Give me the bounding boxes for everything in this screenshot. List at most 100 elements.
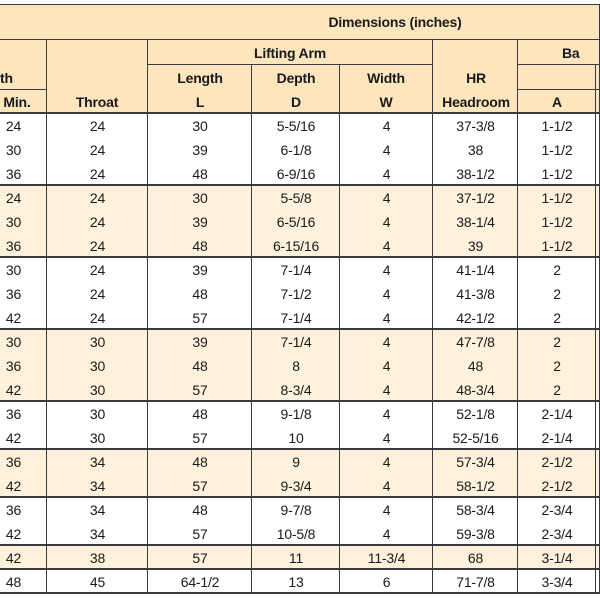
cell-text: 36	[5, 454, 22, 470]
cell-text: 48-3/4	[456, 382, 495, 398]
cell-text: 4	[382, 142, 391, 158]
table-cell	[148, 234, 252, 258]
table-cell	[0, 402, 47, 426]
cell-text: 57	[192, 478, 208, 494]
table-cell	[518, 402, 596, 426]
cell-text: 48	[192, 454, 208, 470]
table-cell	[47, 138, 148, 162]
cell-text: 37-3/8	[456, 118, 495, 134]
table-cell	[433, 426, 518, 450]
table-cell	[148, 258, 252, 282]
cell-text: 34	[89, 502, 106, 518]
table-cell	[148, 522, 252, 546]
table-cell	[433, 450, 518, 474]
table-cell	[148, 210, 252, 234]
cell-text: 2	[553, 358, 561, 374]
header-label: A	[552, 94, 562, 110]
table-cell	[518, 474, 596, 498]
cell-text: 38-1/4	[456, 214, 495, 230]
cell-text: 36	[5, 286, 22, 302]
table-cell	[47, 546, 148, 570]
table-cell	[596, 474, 600, 498]
header-label: Min.	[3, 94, 31, 110]
table-cell	[340, 474, 433, 498]
table-cell	[433, 522, 518, 546]
cell-text: 47-7/8	[456, 334, 495, 350]
cell-text: 24	[89, 190, 106, 206]
table-cell	[47, 522, 148, 546]
table-cell	[47, 402, 148, 426]
cell-text: 24	[89, 142, 106, 158]
cell-text: 48	[192, 502, 208, 518]
table-cell	[0, 570, 47, 594]
table-cell	[252, 258, 340, 282]
cell-text: 30	[89, 406, 106, 422]
table-cell	[518, 450, 596, 474]
cell-text: 8-3/4	[280, 382, 312, 398]
table-cell	[252, 282, 340, 306]
header-label: Width	[367, 70, 405, 86]
table-cell	[340, 498, 433, 522]
cell-text: 38	[467, 142, 484, 158]
header-cell	[148, 65, 252, 114]
cell-text: 52-1/8	[456, 406, 495, 422]
table-cell	[252, 186, 340, 210]
table-cell	[148, 378, 252, 402]
table-cell	[433, 186, 518, 210]
table-cell	[340, 378, 433, 402]
cell-text: 4	[382, 406, 391, 422]
cell-text: 10	[288, 430, 304, 446]
table-cell	[148, 162, 252, 186]
table-cell	[47, 162, 148, 186]
cell-text: 2-3/4	[541, 526, 573, 542]
table-cell	[340, 522, 433, 546]
table-cell	[340, 258, 433, 282]
header-label: W	[379, 94, 393, 110]
cell-text: 6	[382, 574, 391, 590]
cell-text: 2-1/2	[541, 478, 573, 494]
table-cell	[433, 546, 518, 570]
table-cell	[340, 426, 433, 450]
cell-text: 42	[5, 526, 22, 542]
table-cell	[148, 570, 252, 594]
table-cell	[596, 402, 600, 426]
cell-text: 24	[89, 214, 106, 230]
table-cell	[0, 378, 47, 402]
table-cell	[340, 234, 433, 258]
table-cell	[433, 378, 518, 402]
table-cell	[518, 498, 596, 522]
table-cell	[252, 378, 340, 402]
cell-text: 57	[192, 526, 208, 542]
cell-text: 5-5/16	[276, 118, 316, 134]
table-cell	[596, 282, 600, 306]
cell-text: 58-1/2	[456, 478, 495, 494]
table-cell	[596, 330, 600, 354]
table-cell	[252, 570, 340, 594]
cell-text: 39	[192, 334, 208, 350]
cell-text: 4	[382, 430, 391, 446]
table-cell	[0, 258, 47, 282]
table-cell	[340, 330, 433, 354]
table-cell	[252, 306, 340, 330]
cell-text: 4	[382, 238, 391, 254]
cell-text: 9	[292, 454, 300, 470]
cell-text: 24	[89, 262, 106, 278]
table-cell	[596, 186, 600, 210]
cell-text: 6-1/8	[280, 142, 312, 158]
header-label: th	[0, 70, 13, 86]
table-cell	[148, 114, 252, 138]
table-cell	[0, 426, 47, 450]
cell-text: 2-1/4	[541, 430, 573, 446]
cell-text: 36	[5, 238, 22, 254]
table-cell	[433, 402, 518, 426]
cell-text: 57	[192, 430, 208, 446]
table-cell	[0, 138, 47, 162]
table-cell	[47, 114, 148, 138]
table-cell	[518, 258, 596, 282]
table-cell	[0, 354, 47, 378]
table-cell	[596, 450, 600, 474]
cell-text: 48	[192, 166, 208, 182]
cell-text: 30	[5, 334, 22, 350]
cell-text: 30	[89, 334, 106, 350]
header-cell	[518, 40, 600, 65]
